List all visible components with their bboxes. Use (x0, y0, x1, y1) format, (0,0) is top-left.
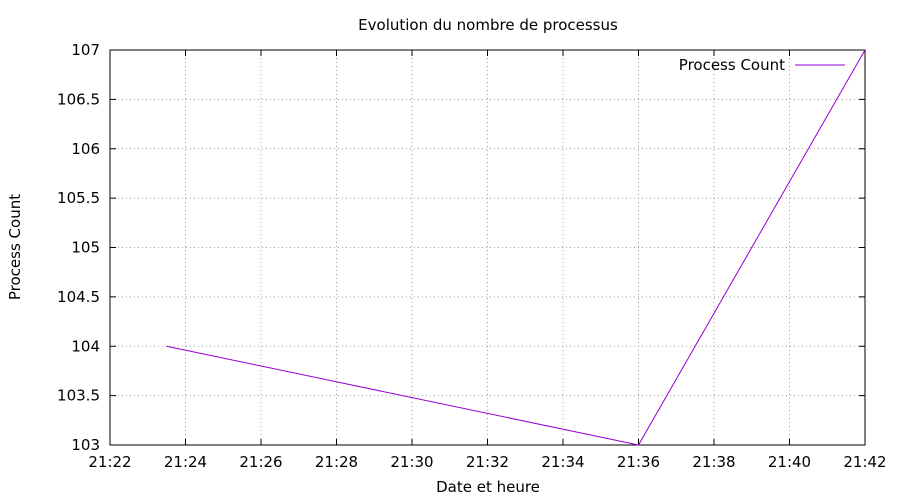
legend-label: Process Count (679, 56, 785, 74)
series-line (167, 50, 865, 445)
x-tick-label: 21:22 (88, 453, 131, 471)
x-tick-label: 21:38 (692, 453, 735, 471)
y-tick-label: 103.5 (57, 387, 100, 405)
x-tick-label: 21:40 (768, 453, 811, 471)
y-tick-label: 106 (71, 140, 100, 158)
x-tick-label: 21:28 (315, 453, 358, 471)
series-layer (167, 50, 865, 445)
x-tick-label: 21:32 (466, 453, 509, 471)
y-tick-label: 107 (71, 41, 100, 59)
axis-ticks: 21:22 21:24 21:26 21:28 21:30 21:32 21:34 21:36… (57, 41, 887, 471)
x-tick-label: 21:36 (617, 453, 660, 471)
x-axis-label: Date et heure (436, 478, 540, 496)
x-tick-label: 21:34 (541, 453, 584, 471)
y-tick-label: 106.5 (57, 90, 100, 108)
x-tick-label: 21:26 (239, 453, 282, 471)
y-tick-label: 105.5 (57, 189, 100, 207)
y-tick-label: 104 (71, 337, 100, 355)
y-tick-label: 104.5 (57, 288, 100, 306)
x-tick-label: 21:42 (843, 453, 886, 471)
legend: Process Count (679, 56, 845, 74)
x-tick-label: 21:30 (390, 453, 433, 471)
y-axis-label: Process Count (6, 194, 24, 300)
x-tick-label: 21:24 (164, 453, 207, 471)
chart-title: Evolution du nombre de processus (358, 16, 618, 34)
y-tick-label: 105 (71, 239, 100, 257)
y-tick-label: 103 (71, 436, 100, 454)
